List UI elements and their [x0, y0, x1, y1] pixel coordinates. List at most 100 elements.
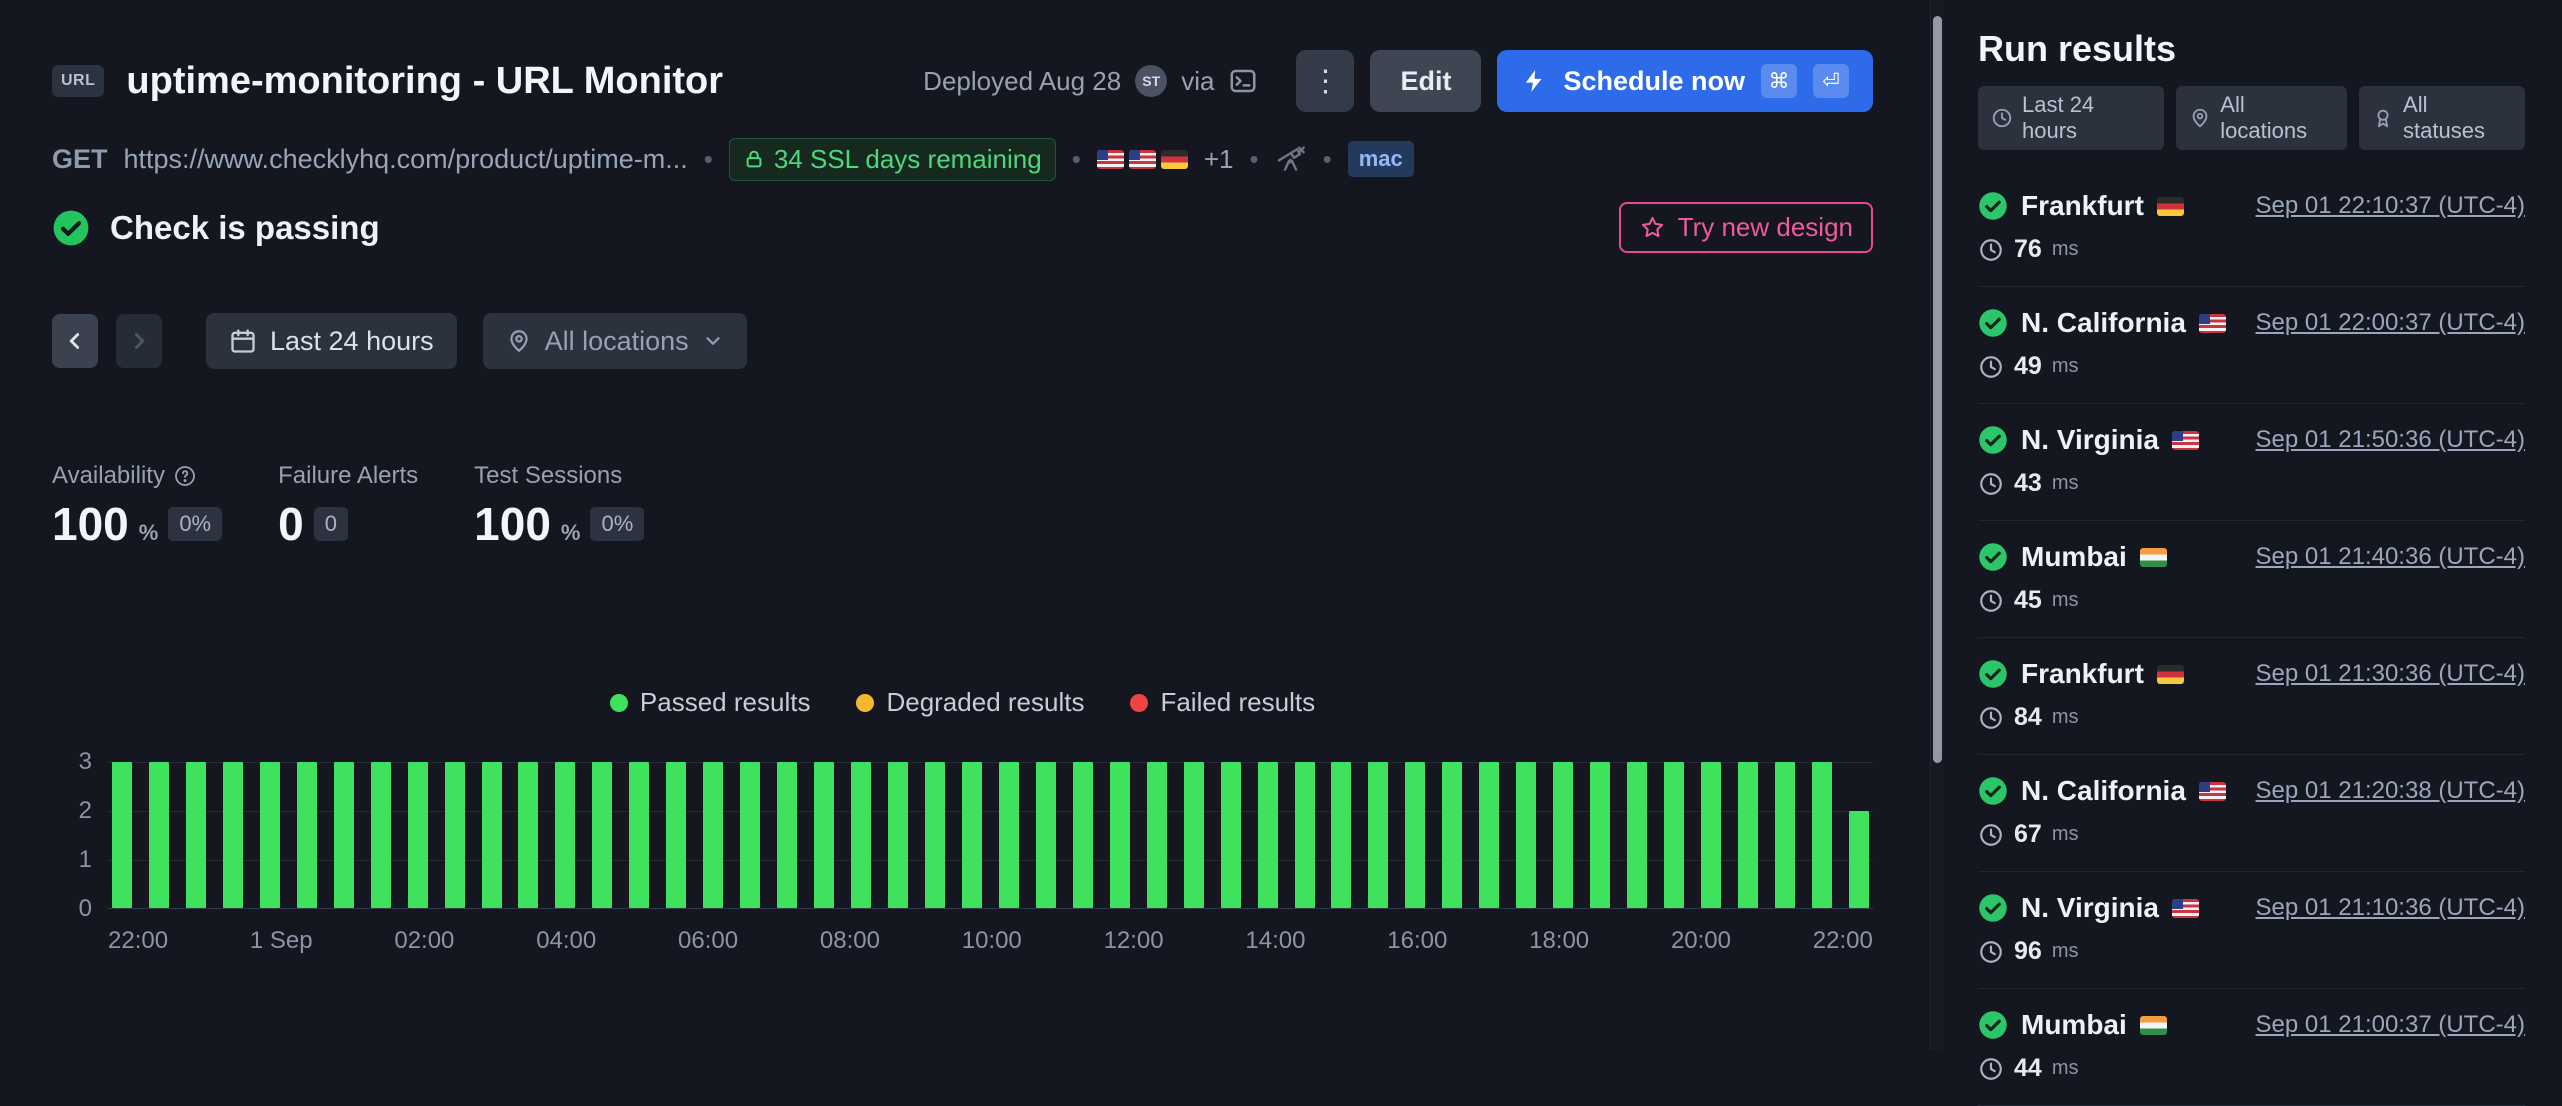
- result-bar[interactable]: [1516, 762, 1537, 908]
- chip-statuses[interactable]: All statuses: [2359, 86, 2525, 150]
- try-new-design-button[interactable]: Try new design: [1618, 202, 1873, 253]
- result-bar[interactable]: [1774, 762, 1795, 908]
- run-timestamp-link[interactable]: Sep 01 22:10:37 (UTC-4): [2255, 192, 2525, 219]
- result-bar[interactable]: [481, 762, 502, 908]
- schedule-now-button[interactable]: Schedule now ⌘ ⏎: [1497, 50, 1873, 112]
- result-bar[interactable]: [1479, 762, 1500, 908]
- run-results-list: Frankfurt Sep 01 22:10:37 (UTC-4) 76 ms …: [1978, 170, 2525, 1106]
- result-bar[interactable]: [1183, 762, 1204, 908]
- try-new-design-label: Try new design: [1677, 212, 1853, 242]
- separator-dot: •: [703, 143, 713, 174]
- result-bar[interactable]: [333, 762, 354, 908]
- run-duration: 45: [2014, 586, 2042, 614]
- separator-dot: •: [1322, 143, 1332, 174]
- result-bar[interactable]: [1405, 762, 1426, 908]
- result-bar[interactable]: [740, 762, 761, 908]
- clock-icon: [1978, 1056, 2004, 1082]
- result-bar[interactable]: [1811, 762, 1832, 908]
- passed-dot-icon: [609, 693, 628, 712]
- result-bar[interactable]: [1257, 762, 1278, 908]
- vertical-scrollbar[interactable]: [1930, 0, 1944, 1050]
- result-bar[interactable]: [1294, 762, 1315, 908]
- result-bar[interactable]: [703, 762, 724, 908]
- run-timestamp-link[interactable]: Sep 01 21:10:36 (UTC-4): [2255, 894, 2525, 921]
- run-location: N. Virginia: [2021, 892, 2159, 923]
- run-timestamp-link[interactable]: Sep 01 21:50:36 (UTC-4): [2255, 426, 2525, 453]
- run-duration-unit: ms: [2051, 940, 2079, 962]
- avatar[interactable]: ST: [1135, 65, 1168, 97]
- run-timestamp-link[interactable]: Sep 01 21:00:37 (UTC-4): [2255, 1011, 2525, 1038]
- result-bar[interactable]: [518, 762, 539, 908]
- result-bar[interactable]: [222, 762, 243, 908]
- chip-locations[interactable]: All locations: [2176, 86, 2348, 150]
- run-result-item[interactable]: Frankfurt Sep 01 22:10:37 (UTC-4) 76 ms: [1978, 170, 2525, 287]
- result-bar[interactable]: [629, 762, 650, 908]
- passed-check-icon: [1978, 659, 2008, 689]
- scrollbar-thumb[interactable]: [1933, 16, 1942, 763]
- check-url[interactable]: https://www.checklyhq.com/product/uptime…: [123, 143, 688, 174]
- result-bar[interactable]: [888, 762, 909, 908]
- failed-dot-icon: [1130, 693, 1149, 712]
- check-status-text: Check is passing: [110, 208, 380, 246]
- result-bar[interactable]: [851, 762, 872, 908]
- result-bar[interactable]: [407, 762, 428, 908]
- result-bar[interactable]: [1109, 762, 1130, 908]
- info-icon[interactable]: [173, 464, 197, 488]
- location-flag-icon: [2198, 313, 2226, 333]
- result-bar[interactable]: [998, 762, 1019, 908]
- result-bar[interactable]: [1035, 762, 1056, 908]
- run-result-item[interactable]: Mumbai Sep 01 21:40:36 (UTC-4) 45 ms: [1978, 521, 2525, 638]
- locations-filter[interactable]: All locations: [482, 313, 747, 369]
- result-bar[interactable]: [296, 762, 317, 908]
- result-bar[interactable]: [924, 762, 945, 908]
- result-bar[interactable]: [814, 762, 835, 908]
- result-bar[interactable]: [148, 762, 169, 908]
- x-tick-label: 02:00: [394, 927, 455, 954]
- kebab-menu-button[interactable]: ⋮: [1296, 50, 1355, 112]
- result-bar[interactable]: [1553, 762, 1574, 908]
- next-page-button[interactable]: [116, 314, 162, 368]
- run-location: Frankfurt: [2021, 190, 2144, 221]
- run-duration-unit: ms: [2051, 823, 2079, 845]
- result-bar[interactable]: [1664, 762, 1685, 908]
- result-bar[interactable]: [444, 762, 465, 908]
- run-result-item[interactable]: N. Virginia Sep 01 21:50:36 (UTC-4) 43 m…: [1978, 404, 2525, 521]
- result-bar[interactable]: [1072, 762, 1093, 908]
- result-bar[interactable]: [961, 762, 982, 908]
- result-bar[interactable]: [370, 762, 391, 908]
- run-timestamp-link[interactable]: Sep 01 21:40:36 (UTC-4): [2255, 543, 2525, 570]
- result-bar[interactable]: [1331, 762, 1352, 908]
- edit-button[interactable]: Edit: [1370, 50, 1482, 112]
- run-timestamp-link[interactable]: Sep 01 21:20:38 (UTC-4): [2255, 777, 2525, 804]
- run-result-item[interactable]: Frankfurt Sep 01 21:30:36 (UTC-4) 84 ms: [1978, 638, 2525, 755]
- location-flag-icon: [1160, 149, 1188, 169]
- locations-label: All locations: [544, 325, 689, 356]
- run-timestamp-link[interactable]: Sep 01 21:30:36 (UTC-4): [2255, 660, 2525, 687]
- result-bar[interactable]: [777, 762, 798, 908]
- run-result-item[interactable]: N. California Sep 01 21:20:38 (UTC-4) 67…: [1978, 755, 2525, 872]
- result-bar[interactable]: [1368, 762, 1389, 908]
- result-bar[interactable]: [1442, 762, 1463, 908]
- result-bar[interactable]: [1737, 762, 1758, 908]
- result-bar[interactable]: [555, 762, 576, 908]
- result-bar[interactable]: [1627, 762, 1648, 908]
- result-bar[interactable]: [1220, 762, 1241, 908]
- prev-page-button[interactable]: [52, 314, 98, 368]
- result-bar[interactable]: [259, 762, 280, 908]
- run-timestamp-link[interactable]: Sep 01 22:00:37 (UTC-4): [2255, 309, 2525, 336]
- result-bar[interactable]: [666, 762, 687, 908]
- clock-icon: [1978, 705, 2004, 731]
- x-tick-label: 22:00: [1812, 927, 1873, 954]
- chip-time-range[interactable]: Last 24 hours: [1978, 86, 2165, 150]
- result-bar[interactable]: [112, 762, 132, 908]
- result-bar[interactable]: [592, 762, 613, 908]
- run-result-item[interactable]: N. Virginia Sep 01 21:10:36 (UTC-4) 96 m…: [1978, 872, 2525, 989]
- run-result-item[interactable]: Mumbai Sep 01 21:00:37 (UTC-4) 44 ms: [1978, 989, 2525, 1106]
- run-result-item[interactable]: N. California Sep 01 22:00:37 (UTC-4) 49…: [1978, 287, 2525, 404]
- time-range-filter[interactable]: Last 24 hours: [206, 313, 457, 369]
- result-bar[interactable]: [1700, 762, 1721, 908]
- result-bar[interactable]: [1146, 762, 1167, 908]
- result-bar[interactable]: [1848, 811, 1869, 908]
- result-bar[interactable]: [185, 762, 206, 908]
- result-bar[interactable]: [1590, 762, 1611, 908]
